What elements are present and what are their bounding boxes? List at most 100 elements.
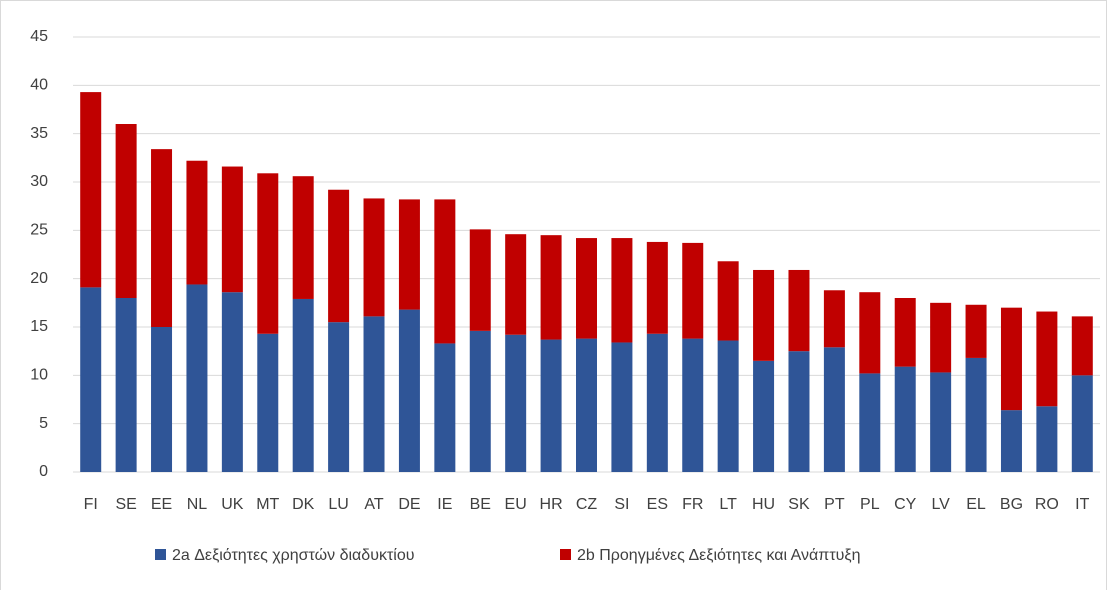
bar-segment: [1071, 375, 1093, 472]
bar-segment: [611, 342, 633, 472]
bar-segment: [788, 269, 810, 352]
x-tick-label: EL: [966, 496, 986, 513]
bar-segment: [540, 235, 562, 340]
x-tick-label: SE: [115, 496, 136, 513]
y-tick-label: 20: [30, 270, 48, 287]
bar-segment: [930, 302, 952, 373]
x-tick-label: FI: [84, 496, 98, 513]
bar-segment: [186, 160, 208, 285]
legend-swatch: [560, 549, 571, 560]
bar-segment: [434, 199, 456, 344]
y-tick-label: 35: [30, 125, 48, 142]
bar-segment: [221, 166, 243, 293]
y-tick-label: 5: [39, 415, 48, 432]
x-tick-label: AT: [364, 496, 383, 513]
bar-segment: [894, 366, 916, 472]
bar-segment: [221, 292, 243, 472]
bar-segment: [328, 322, 350, 472]
bar-segment: [469, 229, 491, 331]
x-tick-label: IE: [437, 496, 452, 513]
x-tick-label: FR: [682, 496, 703, 513]
bar-segment: [646, 333, 668, 472]
bar-segment: [292, 298, 314, 472]
bar-segment: [151, 327, 173, 472]
bar-segment: [753, 269, 775, 361]
x-tick-label: PL: [860, 496, 880, 513]
x-tick-label: CY: [894, 496, 917, 513]
x-tick-label: ES: [647, 496, 668, 513]
bar-segment: [398, 309, 420, 472]
bar-segment: [469, 330, 491, 472]
bar-segment: [540, 339, 562, 472]
y-tick-label: 10: [30, 367, 48, 384]
bar-segment: [1071, 316, 1093, 376]
bar-segment: [823, 347, 845, 472]
bar-segment: [151, 149, 173, 327]
x-tick-label: LU: [328, 496, 348, 513]
bar-segment: [186, 284, 208, 472]
x-tick-label: EE: [151, 496, 172, 513]
x-tick-label: CZ: [576, 496, 598, 513]
x-tick-label: HR: [540, 496, 563, 513]
bar-segment: [505, 234, 527, 335]
bar-segment: [788, 351, 810, 472]
bar-segment: [80, 287, 102, 472]
bar-segment: [576, 338, 597, 472]
bar-segment: [576, 238, 597, 339]
bar-segment: [823, 290, 845, 348]
bar-segment: [434, 343, 456, 472]
bar-segment: [965, 357, 987, 472]
bar-segment: [363, 198, 385, 317]
x-tick-label: EU: [505, 496, 527, 513]
bar-segment: [717, 261, 739, 341]
bar-segment: [1000, 410, 1022, 472]
legend-label: 2a Δεξιότητες χρηστών διαδυκτίου: [172, 547, 414, 564]
y-tick-label: 15: [30, 318, 48, 335]
bar-segment: [965, 304, 987, 358]
bar-segment: [80, 92, 102, 288]
bar-segment: [328, 189, 350, 323]
bar-segment: [1036, 406, 1058, 472]
bar-segment: [930, 372, 952, 472]
bar-segment: [115, 298, 137, 472]
bar-segment: [1000, 307, 1022, 411]
x-tick-label: DE: [398, 496, 420, 513]
legend-swatch: [155, 549, 166, 560]
y-tick-label: 40: [30, 77, 48, 94]
x-tick-label: DK: [292, 496, 315, 513]
bar-segment: [753, 360, 775, 472]
bar-segment: [1036, 311, 1058, 407]
bar-segment: [292, 176, 314, 299]
bar-segment: [859, 292, 881, 374]
bar-segment: [682, 338, 704, 472]
bar-segment: [894, 298, 916, 367]
x-tick-label: LT: [719, 496, 737, 513]
y-tick-label: 30: [30, 173, 48, 190]
y-tick-label: 25: [30, 222, 48, 239]
x-tick-label: SK: [788, 496, 810, 513]
x-tick-label: BG: [1000, 496, 1023, 513]
x-tick-label: LV: [931, 496, 950, 513]
y-tick-label: 45: [30, 28, 48, 45]
x-tick-label: RO: [1035, 496, 1059, 513]
bar-segment: [859, 373, 881, 472]
x-tick-label: UK: [221, 496, 244, 513]
bar-segment: [257, 333, 279, 472]
legend-label: 2b Προηγμένες Δεξιότητες και Ανάπτυξη: [577, 547, 860, 564]
bar-segment: [611, 238, 633, 343]
bar-segment: [505, 334, 527, 472]
bar-segment: [398, 199, 420, 310]
x-tick-label: SI: [614, 496, 629, 513]
bar-segment: [646, 241, 668, 334]
bar-segment: [257, 173, 279, 334]
bar-segment: [363, 316, 385, 472]
y-tick-label: 0: [39, 463, 48, 480]
x-tick-label: HU: [752, 496, 775, 513]
x-tick-label: PT: [824, 496, 845, 513]
x-tick-label: BE: [470, 496, 491, 513]
bar-segment: [717, 340, 739, 472]
bar-segment: [682, 242, 704, 339]
x-tick-label: MT: [256, 496, 279, 513]
